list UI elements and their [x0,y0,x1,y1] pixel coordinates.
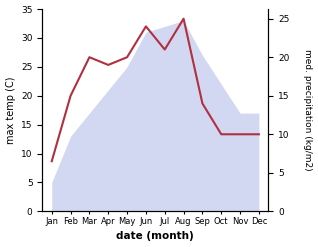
Y-axis label: max temp (C): max temp (C) [5,76,16,144]
Y-axis label: med. precipitation (kg/m2): med. precipitation (kg/m2) [303,49,313,171]
X-axis label: date (month): date (month) [116,231,194,242]
